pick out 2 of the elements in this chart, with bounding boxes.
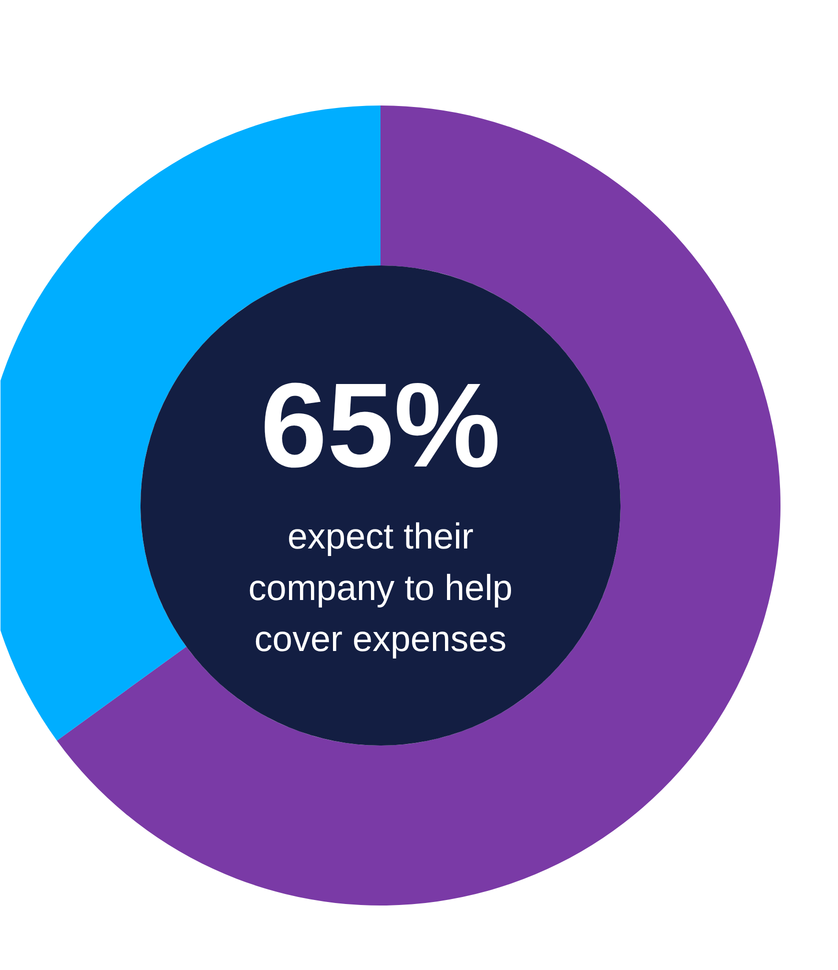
text: 65% — [260, 358, 501, 492]
text: expect their company to help cover expenses — [248, 516, 513, 659]
